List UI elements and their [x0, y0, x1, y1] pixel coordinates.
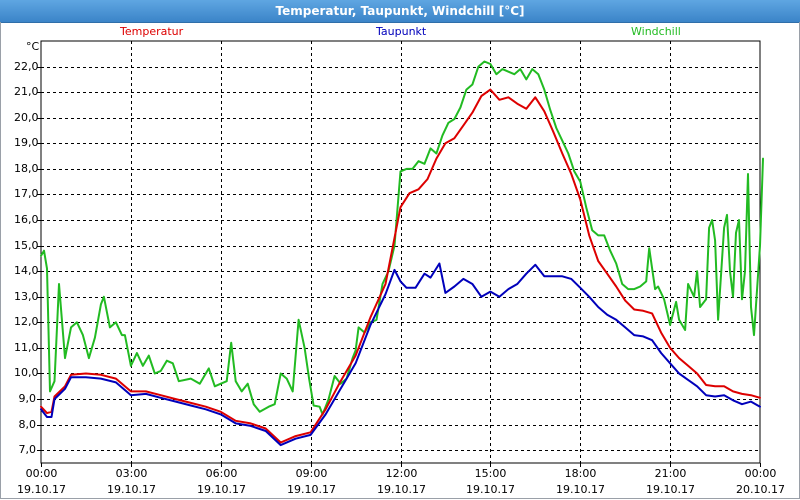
x-tick-date: 19.10.17 [646, 483, 695, 496]
y-tick-label: 10,0 [14, 365, 39, 379]
x-tick-date: 20.10.17 [736, 483, 785, 496]
y-tick-label: 17,0 [14, 186, 39, 200]
legend-windchill: Windchill [631, 25, 681, 38]
x-tick-label: 00:00 20.10.17 [731, 466, 791, 498]
x-tick-label: 21:00 19.10.17 [641, 466, 701, 498]
x-tick-time: 12:00 [385, 467, 418, 480]
x-tick-time: 09:00 [295, 467, 328, 480]
window-title: Temperatur, Taupunkt, Windchill [°C] [275, 4, 525, 18]
x-tick-label: 15:00 19.10.17 [461, 466, 521, 498]
x-tick-date: 19.10.17 [556, 483, 605, 496]
x-tick-date: 19.10.17 [377, 483, 426, 496]
y-tick-label: 15,0 [14, 238, 39, 252]
y-tick-label: 14,0 [14, 263, 39, 277]
x-tick-time: 03:00 [115, 467, 148, 480]
y-tick-label: 12,0 [14, 314, 39, 328]
y-tick-label: 22,0 [14, 59, 39, 73]
y-tick-label: 19,0 [14, 135, 39, 149]
y-tick-label: 13,0 [14, 289, 39, 303]
y-tick-label: 11,0 [14, 340, 39, 354]
x-tick-label: 09:00 19.10.17 [282, 466, 342, 498]
y-axis-unit: °C [26, 40, 40, 53]
y-tick-label: 16,0 [14, 212, 39, 226]
window-titlebar: Temperatur, Taupunkt, Windchill [°C] [0, 0, 800, 23]
x-tick-date: 19.10.17 [287, 483, 336, 496]
x-tick-date: 19.10.17 [17, 483, 66, 496]
x-tick-time: 00:00 [744, 467, 777, 480]
y-tick-label: 21,0 [14, 84, 39, 98]
x-tick-time: 06:00 [205, 467, 238, 480]
legend-temperatur: Temperatur [120, 25, 184, 38]
x-tick-label: 06:00 19.10.17 [192, 466, 252, 498]
x-tick-label: 03:00 19.10.17 [102, 466, 162, 498]
y-tick-label: 8,0 [18, 417, 37, 431]
x-tick-date: 19.10.17 [466, 483, 515, 496]
plot-area-border [40, 40, 761, 464]
series-line-temperatur [40, 88, 761, 444]
x-tick-label: 12:00 19.10.17 [372, 466, 432, 498]
series-line-taupunkt [40, 262, 761, 447]
x-tick-time: 18:00 [564, 467, 597, 480]
legend-taupunkt: Taupunkt [376, 25, 427, 38]
y-tick-label: 7,0 [18, 442, 37, 456]
y-tick-label: 18,0 [14, 161, 39, 175]
x-tick-date: 19.10.17 [197, 483, 246, 496]
y-tick-label: 20,0 [14, 110, 39, 124]
x-tick-date: 19.10.17 [107, 483, 156, 496]
x-tick-label: 18:00 19.10.17 [551, 466, 611, 498]
x-tick-time: 21:00 [654, 467, 687, 480]
y-tick-label: 9,0 [18, 391, 37, 405]
x-tick-label: 00:00 19.10.17 [12, 466, 72, 498]
x-tick-time: 15:00 [474, 467, 507, 480]
x-tick-time: 00:00 [25, 467, 58, 480]
series-line-windchill [40, 60, 764, 416]
